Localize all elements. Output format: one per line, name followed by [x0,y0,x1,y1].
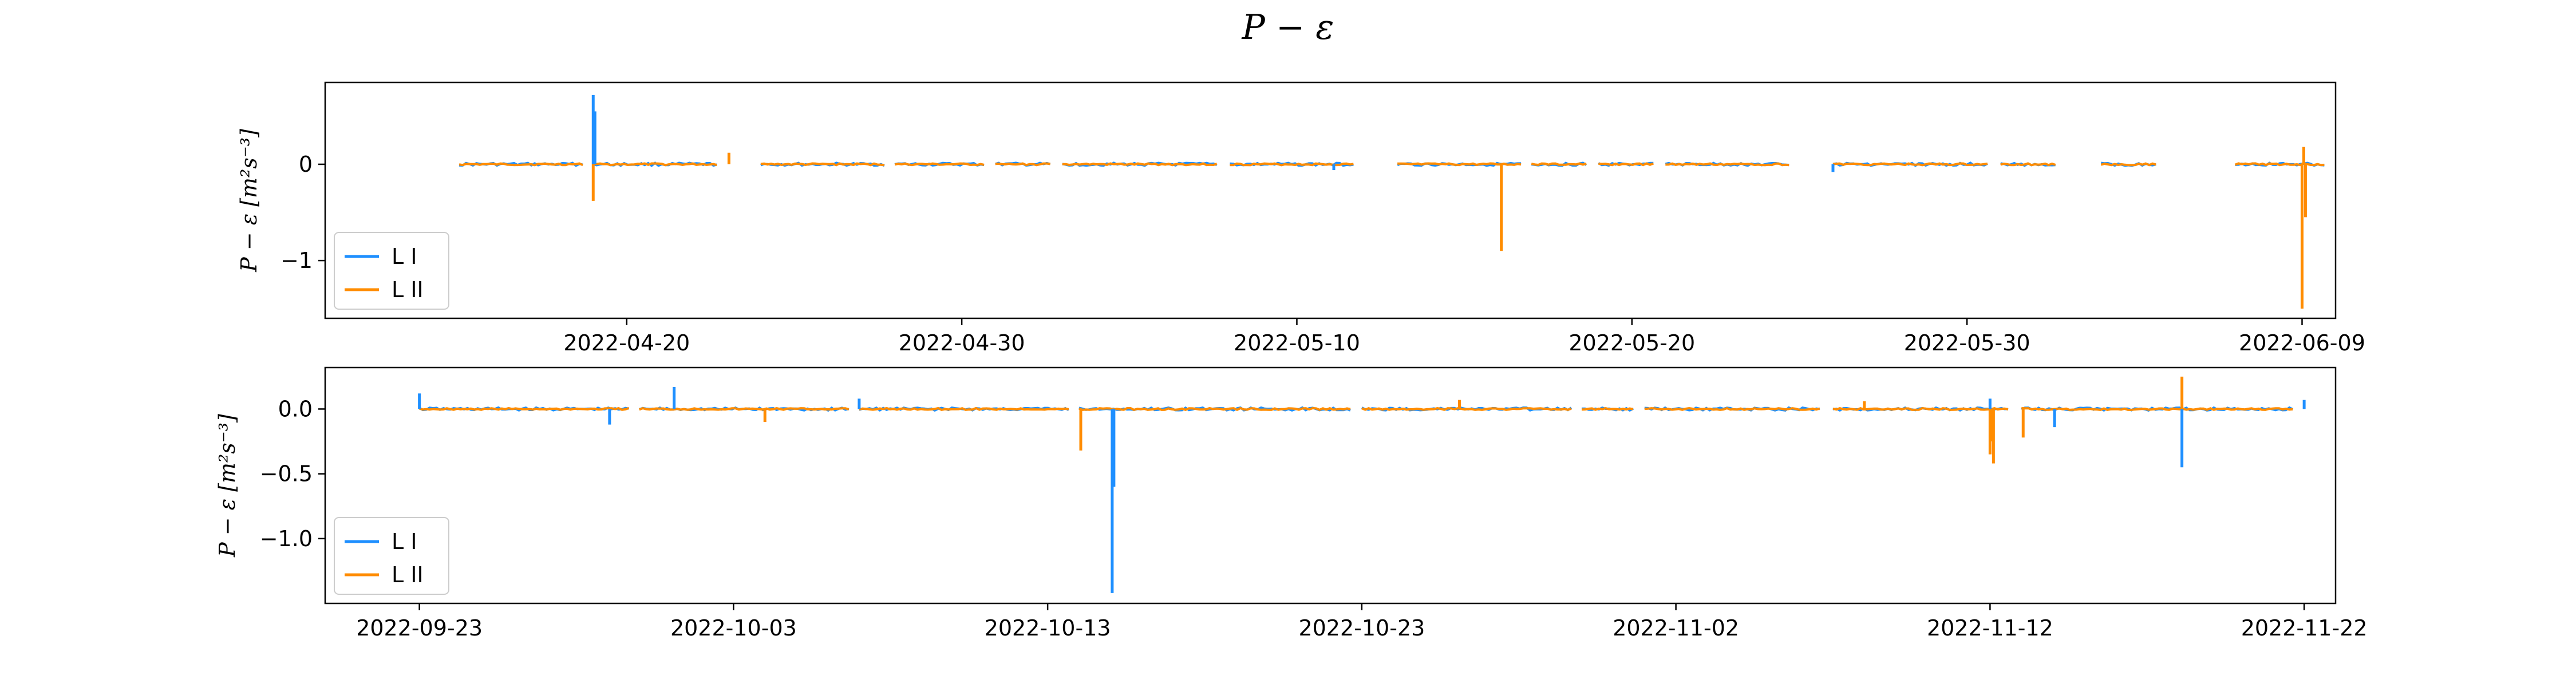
y-tick-label: −1.0 [260,526,313,551]
series-l-ii-segment-10 [1665,162,1789,167]
series-l-ii-segment-3 [894,162,985,167]
series-l-ii-segment-1 [639,407,850,411]
x-tick-label: 2022-05-10 [1234,330,1360,356]
series-l-ii-segment-14 [2234,162,2325,167]
legend-label: L I [392,529,417,554]
series-l-ii-segment-5 [1581,407,1634,411]
x-tick-label: 2022-10-03 [670,615,797,641]
x-tick-label: 2022-05-20 [1568,330,1695,356]
series-l-ii-segment-2 [760,162,885,167]
series-l-ii-segment-6 [1644,406,1820,411]
plot-frame [324,366,2337,605]
series-l-ii-segment-1 [592,162,717,167]
legend: L I L II [334,232,449,310]
x-tick-label: 2022-04-30 [899,330,1025,356]
plot-frame [324,81,2337,319]
x-tick-label: 2022-09-23 [356,615,483,641]
y-tick-label: −1 [280,248,313,273]
series-l-ii-segment-9 [1598,162,1654,167]
x-tick-label: 2022-05-30 [1904,330,2030,356]
legend-label: L II [392,277,424,302]
series-l-ii-segment-8 [1531,162,1587,167]
legend: L I L II [334,517,449,595]
series-l-ii-segment-0 [459,162,583,167]
series-l-ii-segment-5 [1062,162,1218,167]
x-tick-label: 2022-11-02 [1613,615,1739,641]
y-tick-label: 0.0 [278,396,313,421]
series-l-ii-segment-0 [419,406,630,411]
x-tick-label: 2022-11-22 [2241,615,2368,641]
y-axis-label: P − ε [m²s⁻³] [236,129,262,273]
series-l-ii-segment-8 [2021,407,2293,411]
series-l-ii-segment-4 [995,162,1050,167]
x-tick-label: 2022-10-23 [1298,615,1425,641]
panel-bottom: 2022-09-23 2022-10-03 2022-10-13 2022-10-23… [215,366,2368,641]
y-tick-label: 0 [299,152,313,177]
y-axis-label: P − ε [m²s⁻³] [215,414,240,558]
legend-label: L I [392,244,417,269]
series-l-ii-segment-3 [1078,406,1351,412]
panel-top: 2022-04-20 2022-04-30 2022-05-10 2022-05-20… [236,81,2365,356]
legend-label: L II [392,562,424,587]
series-l-ii-segment-11 [1832,162,1988,167]
series-l-ii-segment-4 [1361,406,1572,411]
chart-title: P − ε [1242,7,1334,48]
y-tick-label: −0.5 [260,461,313,487]
series-l-ii-segment-13 [2100,162,2156,167]
x-tick-label: 2022-06-09 [2239,330,2365,356]
x-tick-label: 2022-11-12 [1927,615,2053,641]
series-l-ii-segment-12 [2000,162,2056,167]
x-tick-label: 2022-10-13 [985,615,1111,641]
series-l-ii-segment-7 [1832,406,2009,411]
x-tick-label: 2022-04-20 [563,330,690,356]
series-l-ii-segment-2 [859,406,1069,411]
